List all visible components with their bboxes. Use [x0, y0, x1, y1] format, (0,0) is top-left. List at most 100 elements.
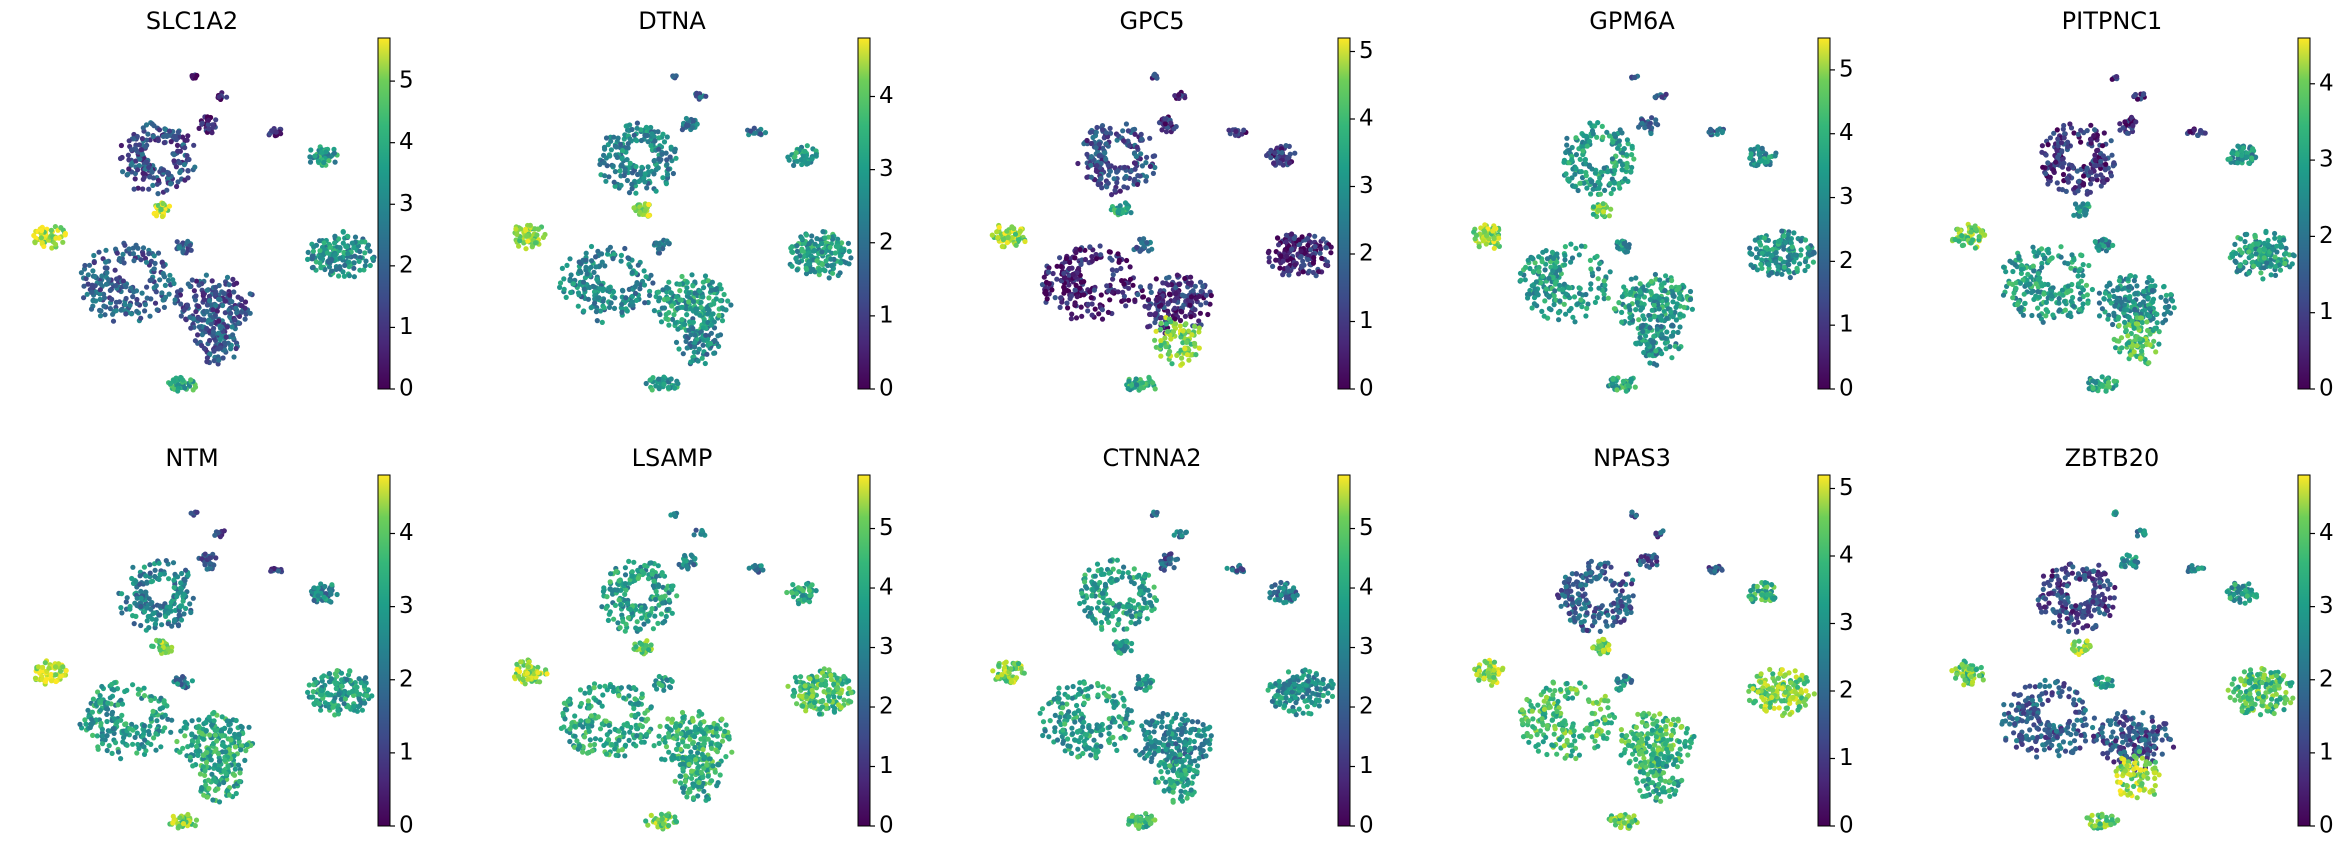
cell-point	[1570, 314, 1576, 320]
colorbar-tick-label: 2	[879, 229, 894, 255]
cell-point	[1058, 295, 1064, 301]
cell-point	[345, 251, 351, 257]
cell-point	[826, 275, 832, 281]
cell-point	[567, 278, 573, 284]
colorbar-tick-label: 5	[1839, 56, 1854, 82]
cell-point	[1619, 167, 1625, 173]
cell-point	[1084, 174, 1090, 180]
cell-point	[794, 243, 800, 249]
cell-point	[149, 121, 155, 127]
cell-point	[145, 131, 151, 137]
cell-point	[236, 313, 243, 319]
cell-point	[175, 148, 181, 154]
cell-point	[147, 137, 153, 143]
cell-point	[1189, 332, 1195, 338]
cell-point	[1573, 245, 1579, 251]
cell-point	[312, 153, 318, 159]
cell-point	[684, 285, 690, 291]
cell-point	[1571, 294, 1578, 300]
cell-point	[1176, 92, 1182, 98]
cell-point	[1139, 136, 1145, 142]
cell-point	[1598, 169, 1604, 175]
cell-point	[2126, 295, 2133, 301]
cell-point	[185, 133, 191, 139]
cell-point	[2149, 287, 2155, 294]
cell-point	[1158, 302, 1164, 308]
cell-point	[2041, 256, 2048, 262]
cell-point	[694, 90, 700, 96]
cell-point	[185, 175, 191, 181]
cell-point	[1583, 291, 1589, 298]
cell-point	[1662, 288, 1668, 294]
cell-point	[332, 159, 338, 165]
cell-point	[642, 132, 648, 138]
cell-point	[193, 309, 199, 315]
umap-scatter	[512, 73, 854, 393]
cell-point	[619, 155, 625, 162]
cell-point	[1324, 262, 1330, 268]
cell-point	[1542, 267, 1548, 273]
cell-point	[178, 168, 184, 174]
cell-point	[1190, 288, 1196, 294]
cell-point	[217, 336, 223, 343]
cell-point	[1265, 250, 1271, 256]
cell-point	[1115, 289, 1121, 295]
umap-scatter	[31, 72, 377, 394]
cell-point	[144, 159, 150, 165]
cell-point	[328, 268, 335, 274]
cell-point	[345, 233, 351, 240]
cell-point	[336, 273, 342, 279]
cell-point	[605, 251, 611, 257]
cell-point	[90, 298, 96, 304]
cell-point	[599, 251, 605, 257]
cell-point	[618, 141, 624, 147]
cell-point	[1621, 240, 1627, 247]
cell-point	[1081, 279, 1087, 285]
cell-point	[1162, 116, 1168, 122]
cell-point	[135, 167, 141, 173]
cell-point	[708, 302, 714, 308]
cell-point	[1609, 156, 1615, 162]
cell-point	[2096, 300, 2102, 306]
cell-point	[2046, 257, 2052, 264]
cell-point	[1785, 254, 1791, 260]
cell-point	[162, 282, 168, 288]
cell-point	[1013, 242, 1019, 248]
cell-point	[1276, 242, 1282, 248]
cell-point	[593, 309, 600, 315]
cell-point	[153, 283, 159, 289]
cell-point	[352, 234, 359, 240]
cell-point	[632, 290, 639, 296]
cell-point	[677, 281, 683, 287]
umap-scatter	[1471, 73, 1817, 394]
cell-point	[1580, 148, 1586, 154]
cell-point	[1151, 72, 1157, 78]
cell-point	[672, 385, 678, 391]
cell-point	[1484, 233, 1490, 239]
cell-point	[1000, 237, 1007, 243]
cell-point	[2111, 160, 2117, 166]
cell-point	[1098, 292, 1104, 298]
cell-point	[86, 262, 93, 268]
cell-point	[618, 252, 625, 258]
cell-point	[708, 322, 715, 328]
cell-point	[2078, 252, 2084, 258]
cell-point	[647, 288, 653, 294]
colorbar-tick-label: 2	[399, 252, 414, 278]
cell-point	[1615, 145, 1621, 151]
cell-point	[839, 240, 845, 246]
cell-point	[2016, 255, 2022, 261]
cell-point	[126, 246, 132, 252]
cell-point	[2110, 321, 2116, 328]
colorbar-tick-label: 1	[879, 302, 894, 328]
cell-point	[2087, 136, 2094, 142]
cell-point	[1078, 261, 1084, 267]
cell-point	[1184, 339, 1190, 345]
colorbar-tick-label: 2	[1839, 248, 1854, 274]
cell-point	[1268, 155, 1274, 161]
cell-point	[224, 94, 230, 100]
cell-point	[2022, 300, 2028, 306]
cell-point	[1192, 340, 1198, 347]
cell-point	[239, 303, 245, 309]
